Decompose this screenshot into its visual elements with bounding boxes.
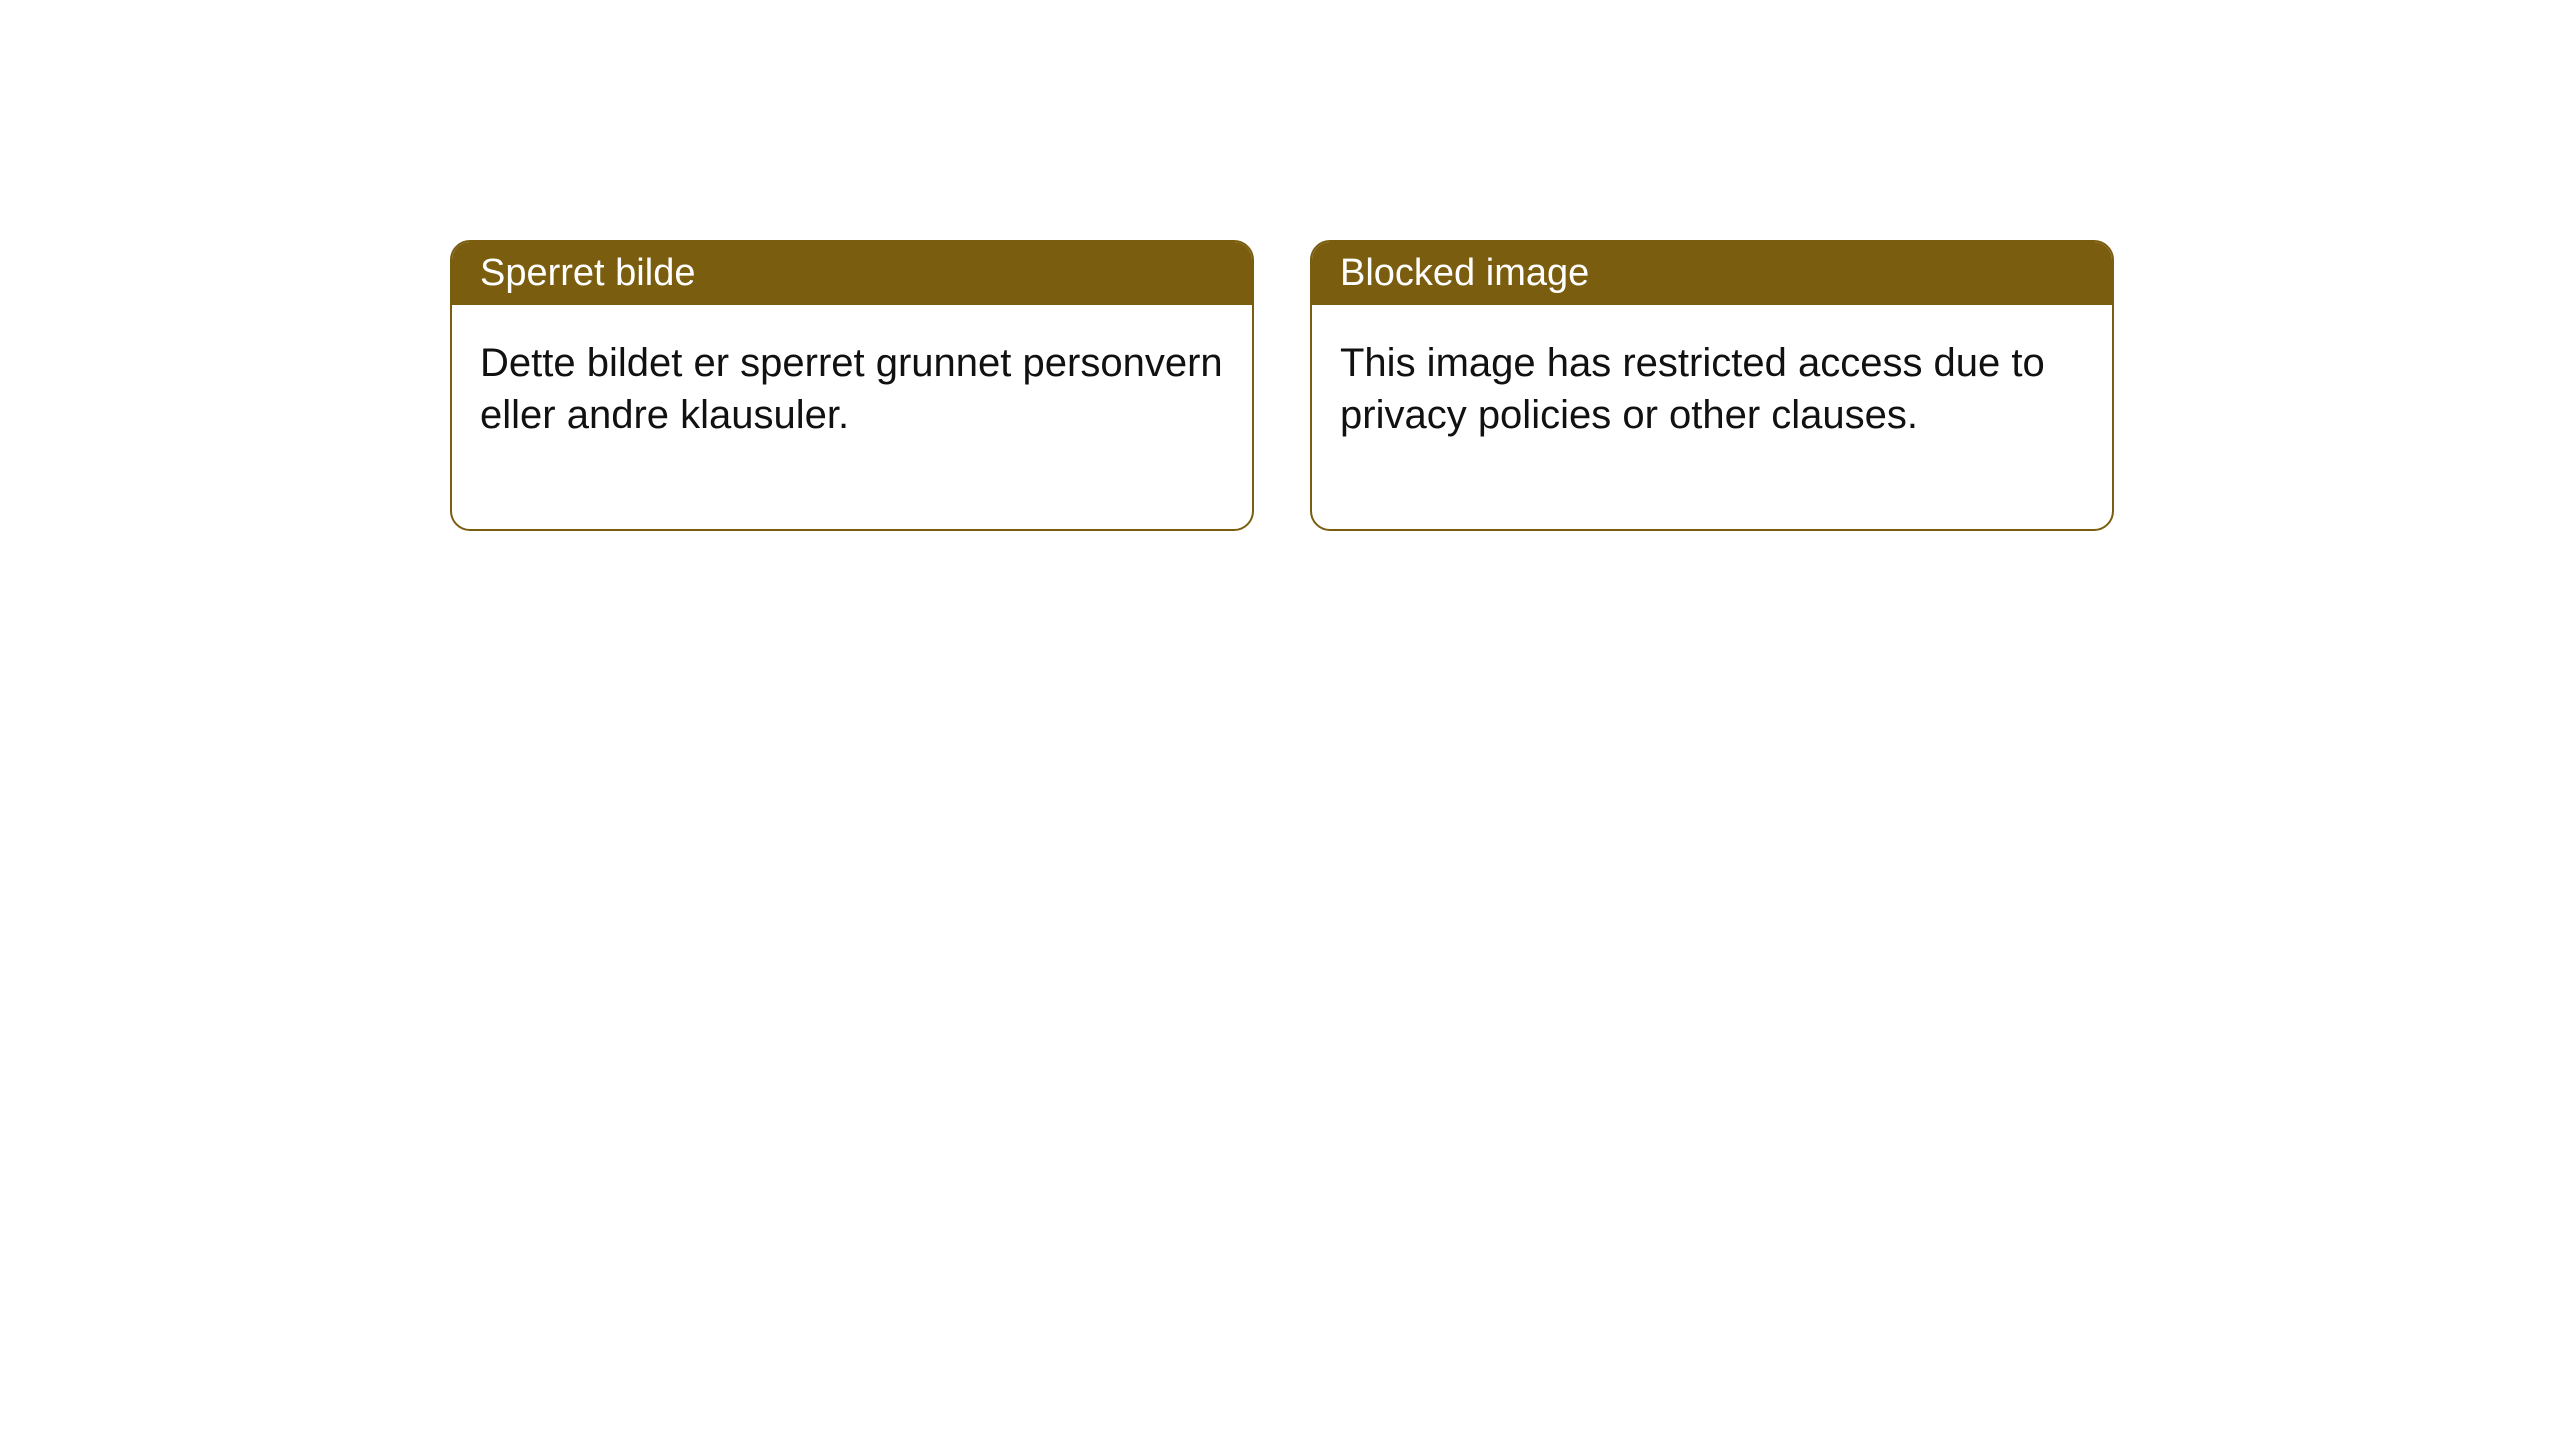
card-body: Dette bildet er sperret grunnet personve… — [452, 305, 1252, 529]
card-body: This image has restricted access due to … — [1312, 305, 2112, 529]
card-header: Blocked image — [1312, 242, 2112, 305]
card-body-text: This image has restricted access due to … — [1340, 341, 2045, 437]
notice-cards-container: Sperret bilde Dette bildet er sperret gr… — [450, 240, 2114, 531]
card-title: Sperret bilde — [480, 252, 695, 294]
notice-card-english: Blocked image This image has restricted … — [1310, 240, 2114, 531]
card-body-text: Dette bildet er sperret grunnet personve… — [480, 341, 1223, 437]
card-header: Sperret bilde — [452, 242, 1252, 305]
notice-card-norwegian: Sperret bilde Dette bildet er sperret gr… — [450, 240, 1254, 531]
card-title: Blocked image — [1340, 252, 1589, 294]
